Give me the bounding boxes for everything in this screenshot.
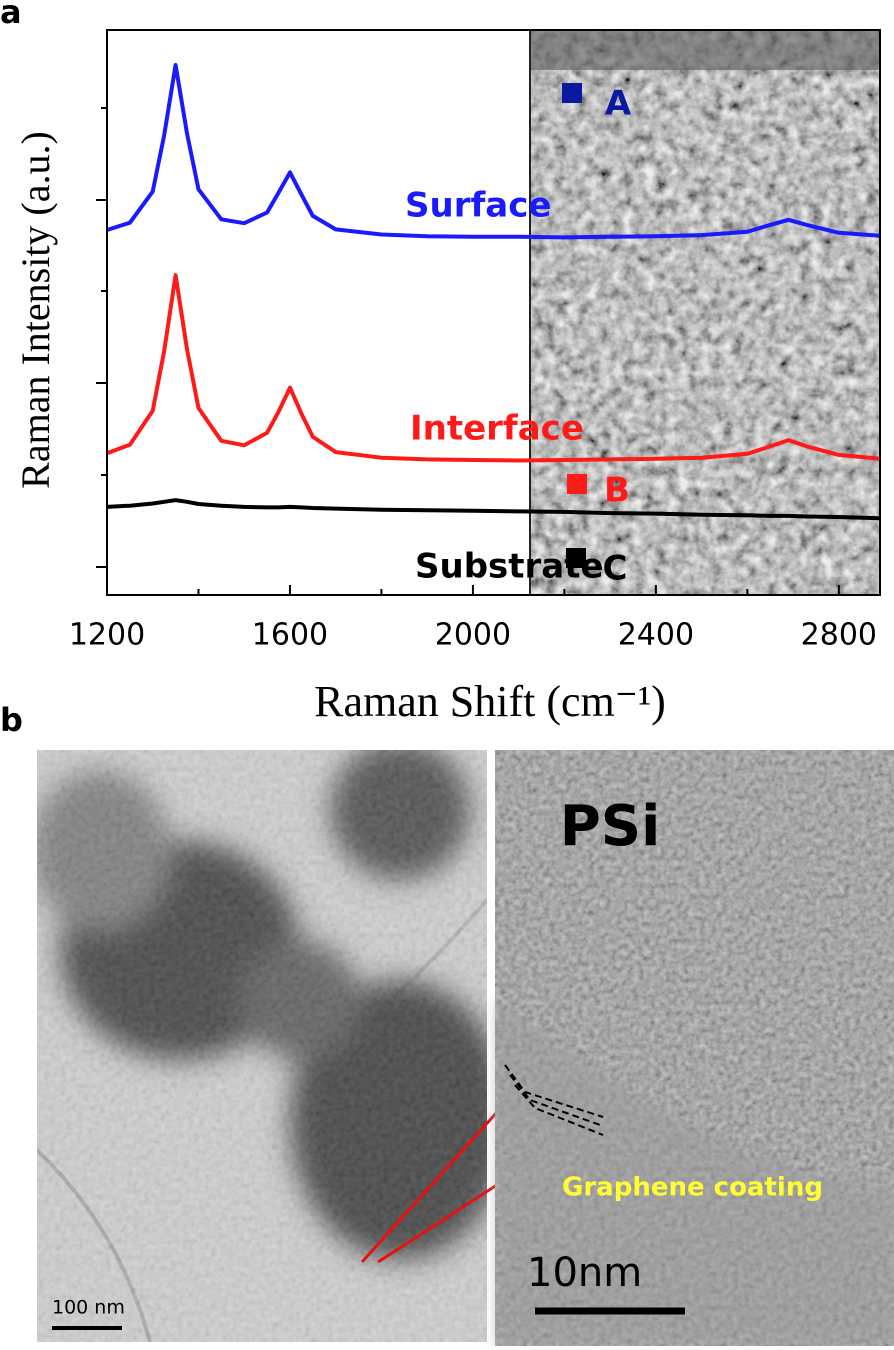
amorphous-region: [495, 1000, 894, 1346]
series-line: [106, 273, 881, 463]
x-tick-label: 1200: [69, 618, 145, 653]
series-label: Surface: [405, 186, 551, 226]
coating-label: Graphene coating: [562, 1173, 823, 1203]
x-axis-title: Raman Shift (cm⁻¹): [314, 677, 666, 726]
sem-marker: [567, 474, 587, 494]
x-tick-label: 2000: [435, 618, 511, 653]
tem-texture: [37, 750, 487, 1342]
x-tick-label: 1600: [252, 618, 328, 653]
sem-texture: [530, 30, 880, 595]
panel-label: a: [0, 0, 22, 31]
series-line: [106, 498, 881, 521]
x-tick-label: 2400: [618, 618, 694, 653]
y-axis-title: Raman Intensity (a.u.): [13, 131, 58, 489]
zoom-line: [360, 1098, 510, 1264]
layer: [509, 1074, 604, 1127]
sem-marker: [562, 83, 582, 103]
scale-label: 100 nm: [52, 1297, 125, 1319]
layer: [504, 1064, 604, 1118]
sem-marker-label: B: [604, 471, 630, 511]
graphene-layers: [504, 1064, 604, 1136]
plot: [106, 63, 881, 521]
plot-frame: [106, 29, 881, 596]
sem-marker-label: A: [605, 84, 632, 124]
series-line: [106, 63, 881, 240]
scale-label: 10nm: [527, 1250, 642, 1296]
y-ticks: [96, 107, 107, 568]
sem-edge: [530, 30, 880, 70]
panel-label: b: [0, 701, 23, 739]
series-label: Interface: [410, 409, 584, 449]
x-tick-label: 2800: [801, 618, 877, 653]
sem-marker: [566, 548, 586, 568]
layer: [514, 1084, 604, 1136]
sem-marker-label: C: [603, 549, 628, 589]
psi-label: PSi: [560, 794, 661, 859]
tem-left: [37, 750, 487, 1342]
